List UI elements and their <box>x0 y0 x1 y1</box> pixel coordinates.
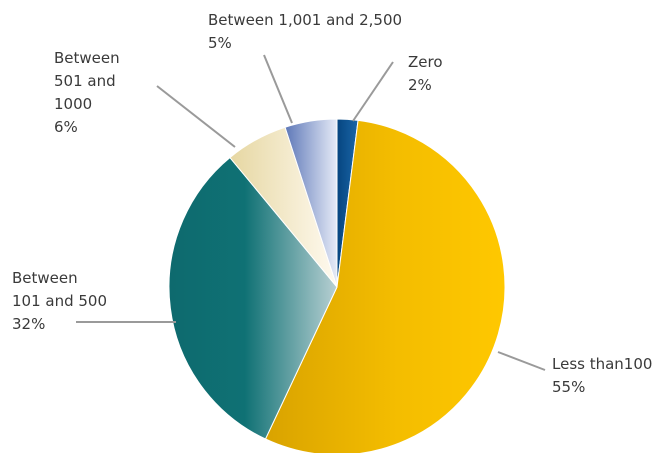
slice-value-0: 2% <box>408 76 432 94</box>
slice-label-3: Between 501 and 1000 6% <box>54 49 120 136</box>
pie-slice-2 <box>168 156 338 440</box>
slice-label-line-2-1: 101 and 500 <box>12 292 107 310</box>
slice-label-line-4-0: Between 1,001 and 2,500 <box>208 11 402 29</box>
slice-label-1: Less than100 55% <box>552 355 652 396</box>
leader-line-3 <box>156 85 236 148</box>
pie-slice-1 <box>264 119 506 453</box>
leader-line-4 <box>263 54 293 124</box>
slice-value-4: 5% <box>208 34 232 52</box>
slice-value-1: 55% <box>552 378 585 396</box>
leader-line-0 <box>352 61 394 122</box>
slice-label-line-3-0: Between <box>54 49 120 67</box>
slice-label-4: Between 1,001 and 2,500 5% <box>208 11 402 52</box>
slice-value-2: 32% <box>12 315 45 333</box>
slice-label-line-1-0: Less than100 <box>552 355 652 373</box>
slice-label-line-2-0: Between <box>12 269 78 287</box>
slice-label-2: Between 101 and 500 32% <box>12 269 107 333</box>
slice-label-line-3-2: 1000 <box>54 95 92 113</box>
slice-value-3: 6% <box>54 118 78 136</box>
slice-label-0: Zero 2% <box>408 53 443 94</box>
leader-line-1 <box>497 351 546 371</box>
pie-slice-4 <box>284 118 338 288</box>
slice-label-line-3-1: 501 and <box>54 72 116 90</box>
slice-label-line-0-0: Zero <box>408 53 443 71</box>
